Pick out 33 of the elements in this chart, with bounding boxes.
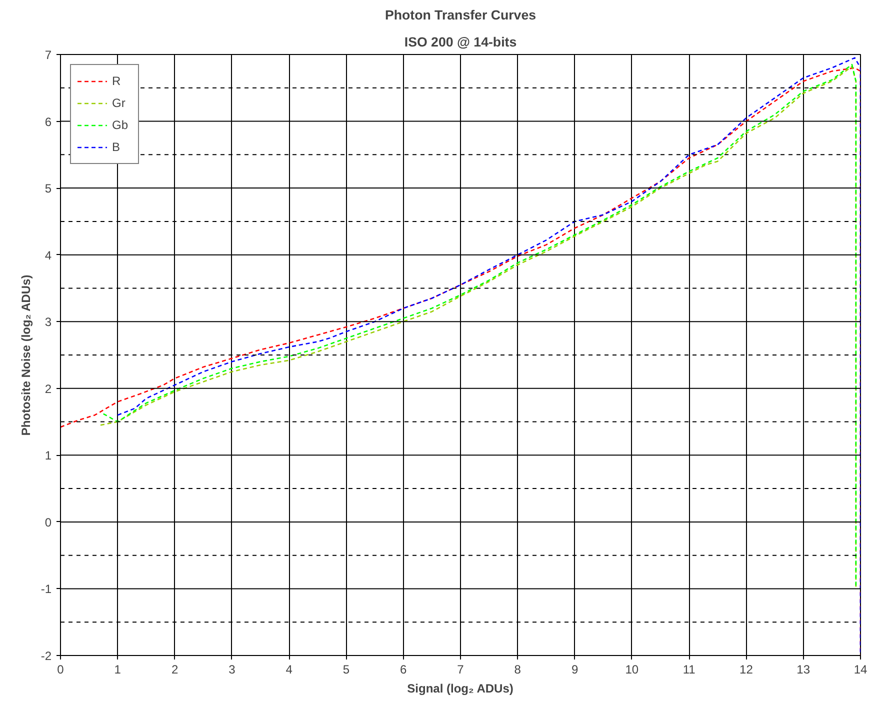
x-tick-label: 13: [796, 662, 810, 676]
legend-label: Gr: [112, 96, 126, 110]
x-tick-label: 7: [457, 662, 464, 676]
legend-label: B: [112, 140, 122, 154]
x-tick-label: 2: [171, 662, 178, 676]
chart-subtitle: ISO 200 @ 14-bits: [404, 34, 517, 50]
y-tick-label: -2: [40, 649, 52, 663]
x-tick-label: 10: [625, 662, 639, 676]
y-axis-title: Photosite Noise (log₂ ADUs): [18, 274, 33, 436]
x-tick-label: 11: [682, 662, 696, 676]
legend-label: Gb: [112, 118, 130, 132]
y-tick-label: 6: [44, 114, 52, 129]
y-tick-label: 3: [44, 315, 52, 330]
x-tick-label: 5: [342, 662, 350, 676]
y-tick-label: 7: [44, 48, 52, 62]
y-tick-label: 4: [44, 248, 52, 262]
x-tick-label: 6: [400, 662, 408, 676]
y-tick-label: 0: [44, 515, 52, 530]
legend-label: R: [112, 74, 122, 88]
chart-title: Photon Transfer Curves: [384, 8, 536, 22]
y-tick-label: -1: [40, 582, 52, 596]
x-tick-label: 1: [114, 662, 122, 676]
y-tick-label: 5: [44, 182, 52, 196]
x-tick-label: 14: [854, 662, 868, 676]
y-tick-label: 1: [44, 448, 52, 463]
x-tick-label: 9: [571, 662, 578, 676]
x-tick-label: 8: [514, 662, 522, 676]
x-tick-label: 0: [57, 662, 64, 676]
x-tick-label: 3: [228, 662, 236, 676]
x-axis-title: Signal (log₂ ADUs): [407, 682, 514, 696]
x-tick-label: 12: [740, 662, 754, 676]
x-tick-label: 4: [286, 662, 293, 676]
y-tick-label: 2: [44, 382, 52, 396]
